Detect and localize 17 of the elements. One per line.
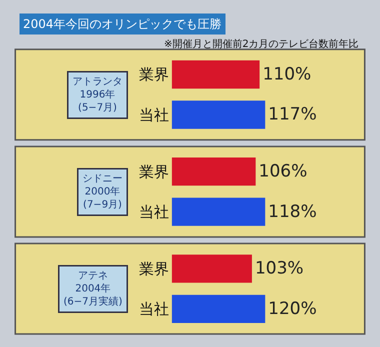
data-label: 120% — [268, 298, 317, 319]
text: アテネ 2004年 (6−7月実績) — [64, 270, 123, 308]
y-tick-label: 業界 — [138, 260, 169, 278]
text: シドニー 2000年 (7−9月) — [82, 174, 122, 210]
text: アトランタ 1996年 (5−7月) — [72, 76, 122, 114]
data-label: 103% — [254, 258, 304, 279]
data-label: 106% — [258, 162, 308, 182]
y-tick-label: 業界 — [138, 162, 169, 181]
text: 2004年今回のオリンピックでも圧勝 — [23, 17, 222, 31]
y-tick-label: 当社 — [138, 300, 169, 318]
data-label: 110% — [262, 64, 312, 84]
y-tick-label: 当社 — [138, 106, 169, 124]
data-label: 117% — [268, 104, 317, 125]
y-tick-label: 当社 — [138, 203, 169, 222]
text: ※開催月と開催前2カ月のテレビ台数前年比 — [164, 38, 359, 50]
data-label: 118% — [268, 202, 317, 222]
y-tick-label: 業界 — [138, 66, 169, 84]
